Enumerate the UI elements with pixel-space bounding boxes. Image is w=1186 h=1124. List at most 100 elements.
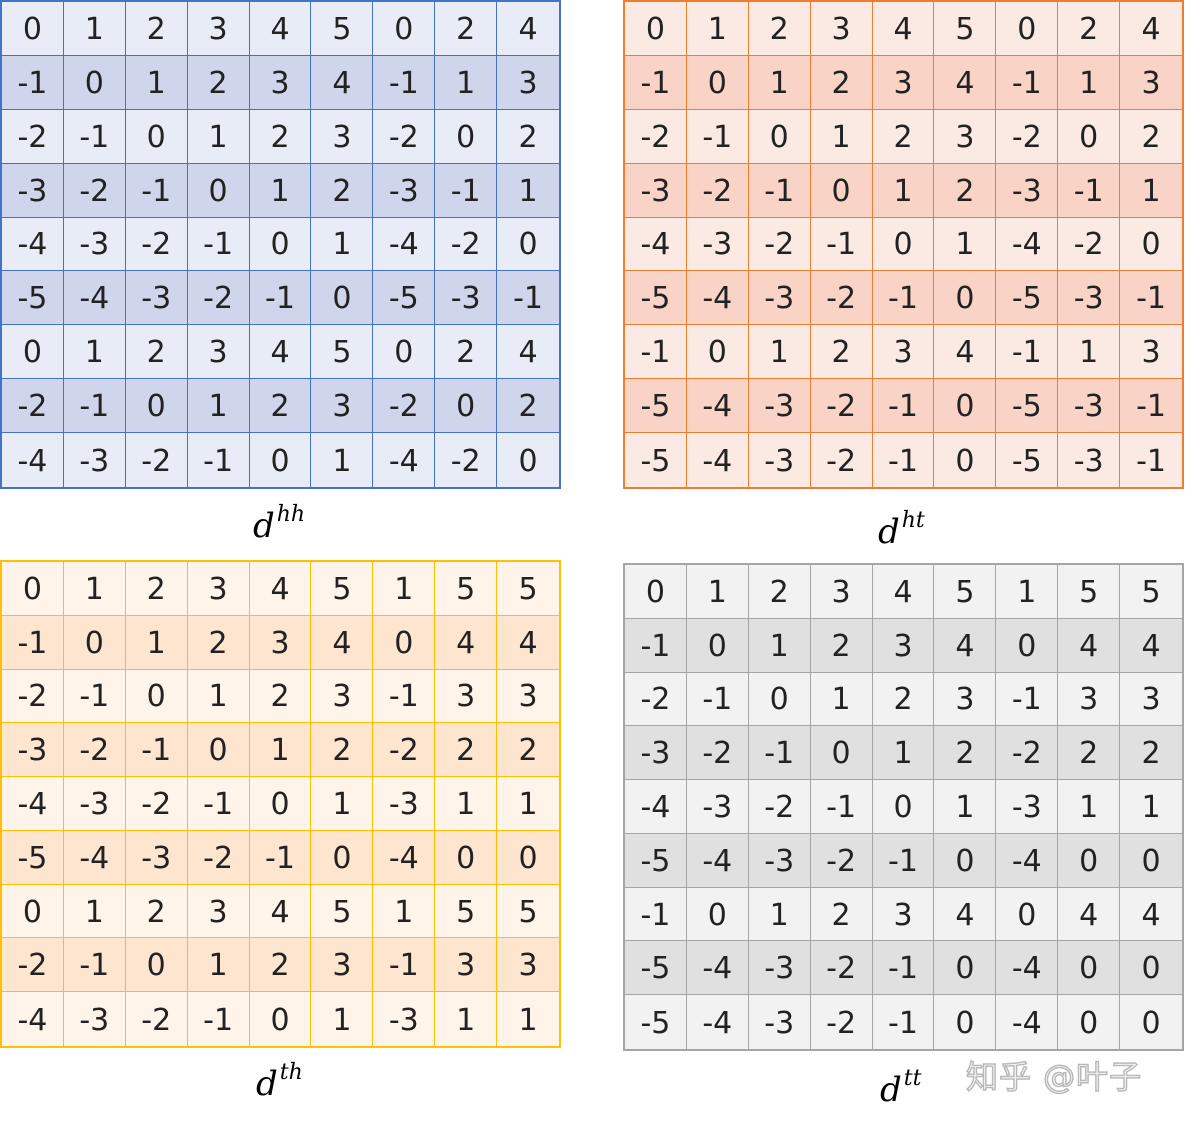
matrix-th-cell: -2 xyxy=(373,723,436,778)
matrix-ht-cell: -1 xyxy=(1120,379,1182,434)
matrix-ht-cell: -4 xyxy=(996,217,1059,272)
matrix-th-cell: 5 xyxy=(435,562,498,616)
matrix-ht-cell: -1 xyxy=(872,271,935,326)
matrix-hh-cell: -3 xyxy=(63,217,126,272)
matrix-th-cell: 3 xyxy=(311,669,374,724)
matrix-th-cell: -1 xyxy=(249,830,312,885)
matrix-tt-cell: 2 xyxy=(810,618,873,673)
matrix-tt-cell: -5 xyxy=(625,833,687,888)
matrix-tt-cell: -2 xyxy=(810,941,873,996)
matrix-hh-cell: -1 xyxy=(2,55,64,110)
matrix-th-cell: 5 xyxy=(435,884,498,939)
matrix-tt-cell: 1 xyxy=(934,780,997,834)
matrix-tt-cell: 4 xyxy=(934,887,997,942)
matrix-hh-cell: -2 xyxy=(435,433,498,487)
matrix-tt-cell: 3 xyxy=(810,565,873,619)
watermark: 知乎 @叶子 xyxy=(965,1057,1143,1097)
matrix-tt-cell: 0 xyxy=(934,995,997,1049)
matrix-hh-cell: -3 xyxy=(373,163,436,218)
matrix-tt-cell: 0 xyxy=(625,565,687,619)
matrix-th-cell: 2 xyxy=(435,723,498,778)
matrix-hh-cell: 3 xyxy=(187,2,250,56)
matrix-hh-cell: -4 xyxy=(2,433,64,487)
matrix-th-cell: 4 xyxy=(497,615,559,670)
matrix-tt-cell: 0 xyxy=(1120,833,1182,888)
matrix-th-cell: 1 xyxy=(63,562,126,616)
matrix-ht-cell: 0 xyxy=(934,271,997,326)
matrix-hh-cell: 1 xyxy=(249,163,312,218)
matrix-th-cell: 5 xyxy=(311,884,374,939)
matrix-tt-cell: 5 xyxy=(1120,565,1182,619)
matrix-th-cell: 2 xyxy=(249,938,312,993)
matrix-tt-cell: 0 xyxy=(1120,941,1182,996)
matrix-hh-cell: 1 xyxy=(125,55,188,110)
matrix-tt-cell: 5 xyxy=(934,565,997,619)
matrix-tt-cell: 1 xyxy=(996,565,1059,619)
matrix-ht-cell: 0 xyxy=(625,2,687,56)
label-ht-base: d xyxy=(878,512,900,552)
matrix-tt-cell: 2 xyxy=(934,726,997,781)
matrix-ht-cell: 0 xyxy=(996,2,1059,56)
matrix-th-cell: 4 xyxy=(249,562,312,616)
matrix-ht-cell: -2 xyxy=(1058,217,1121,272)
matrix-hh-cell: 2 xyxy=(249,379,312,434)
matrix-hh-cell: -1 xyxy=(497,271,559,326)
matrix-tt-cell: 1 xyxy=(810,672,873,727)
matrix-ht-cell: -3 xyxy=(625,163,687,218)
matrix-hh-cell: -1 xyxy=(373,55,436,110)
matrix-tt-cell: 0 xyxy=(686,887,749,942)
matrix-tt-cell: 1 xyxy=(1120,780,1182,834)
matrix-tt-cell: -1 xyxy=(996,672,1059,727)
matrix-ht-cell: -1 xyxy=(1058,163,1121,218)
matrix-hh-cell: -1 xyxy=(63,109,126,164)
matrix-hh-cell: 1 xyxy=(311,433,374,487)
matrix-ht-cell: 1 xyxy=(686,2,749,56)
matrix-hh-cell: 0 xyxy=(2,2,64,56)
matrix-hh-cell: 4 xyxy=(249,2,312,56)
matrix-th-cell: 5 xyxy=(311,562,374,616)
matrix-tt-cell: -1 xyxy=(625,887,687,942)
matrix-ht-cell: 3 xyxy=(934,109,997,164)
matrix-ht-cell: -3 xyxy=(748,271,811,326)
matrix-hh-cell: -5 xyxy=(2,271,64,326)
matrix-th-cell: -3 xyxy=(125,830,188,885)
matrix-tt-cell: -4 xyxy=(686,941,749,996)
matrix-hh-cell: 0 xyxy=(497,217,559,272)
matrix-hh-cell: 4 xyxy=(249,325,312,380)
matrix-th-cell: 4 xyxy=(249,884,312,939)
matrix-tt-cell: -4 xyxy=(996,995,1059,1049)
matrix-ht-cell: 4 xyxy=(934,325,997,380)
matrix-th-cell: 2 xyxy=(497,723,559,778)
matrix-ht-cell: 0 xyxy=(872,217,935,272)
matrix-hh-cell: 1 xyxy=(435,55,498,110)
matrix-hh-cell: -3 xyxy=(435,271,498,326)
matrix-ht-cell: -2 xyxy=(996,109,1059,164)
matrix-hh-cell: 1 xyxy=(187,379,250,434)
matrix-tt-cell: -2 xyxy=(748,780,811,834)
matrix-th-cell: 1 xyxy=(311,992,374,1046)
matrix-ht-cell: 4 xyxy=(872,2,935,56)
matrix-tt-cell: 1 xyxy=(748,887,811,942)
matrix-ht-cell: 0 xyxy=(1058,109,1121,164)
matrix-tt-cell: 4 xyxy=(1058,887,1121,942)
matrix-tt-cell: 2 xyxy=(1120,726,1182,781)
matrix-tt-cell: -3 xyxy=(748,995,811,1049)
matrix-th-cell: 3 xyxy=(435,938,498,993)
matrix-th-cell: -2 xyxy=(63,723,126,778)
matrix-tt-cell: -2 xyxy=(686,726,749,781)
matrix-th-cell: 0 xyxy=(311,830,374,885)
matrix-tt-cell: 4 xyxy=(872,565,935,619)
matrix-ht-cell: -1 xyxy=(996,325,1059,380)
matrix-hh-cell: 2 xyxy=(187,55,250,110)
matrix-ht-cell: 2 xyxy=(1120,109,1182,164)
matrix-hh-cell: -2 xyxy=(435,217,498,272)
matrix-tt-cell: 1 xyxy=(748,618,811,673)
matrix-tt-cell: -1 xyxy=(872,833,935,888)
matrix-hh-cell: -1 xyxy=(63,379,126,434)
matrix-ht-cell: 3 xyxy=(872,55,935,110)
matrix-th-cell: 0 xyxy=(125,669,188,724)
label-hh: dhh xyxy=(253,504,305,547)
matrix-ht-cell: -3 xyxy=(1058,271,1121,326)
matrix-th-cell: -4 xyxy=(2,777,64,831)
matrix-th-cell: 2 xyxy=(125,562,188,616)
